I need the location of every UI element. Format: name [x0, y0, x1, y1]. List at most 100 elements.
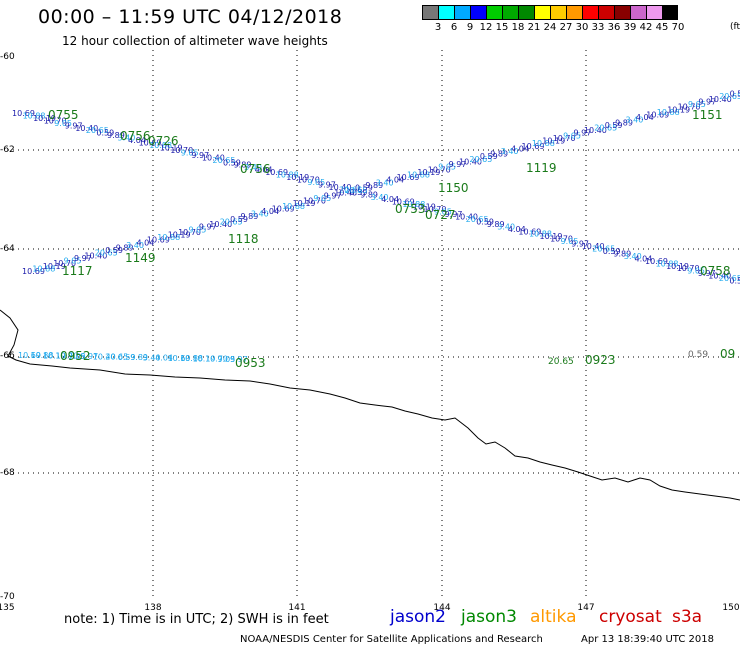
legend-s3a: s3a [672, 607, 703, 627]
color-scale-label: 30 [575, 22, 589, 33]
swh-reading-descending: 9.97 [571, 240, 589, 249]
swh-reading-descending: 9.89 [234, 161, 252, 170]
color-scale-label: 15 [495, 22, 509, 33]
color-scale-swatch [438, 5, 454, 20]
swh-reading-ascending: 10.40 [209, 220, 232, 229]
swh-reading-ascending: 4.04 [261, 207, 279, 216]
swh-reading-ascending: 10.69 [147, 236, 170, 245]
swh-reading-ascending: 10.70 [678, 103, 701, 112]
swh-reading-ascending: 10.88 [407, 171, 430, 180]
color-scale-swatch [630, 5, 646, 20]
swh-reading-descending: 10.19 [666, 262, 689, 271]
legend-jason3: jason3 [461, 607, 517, 627]
swh-reading-descending: 20.65 [466, 215, 489, 224]
swh-reading-label: 0.59 [688, 350, 708, 360]
swh-reading-ascending: 9.89 [490, 150, 508, 159]
swh-reading-ascending: 9.05 [64, 257, 82, 266]
swh-reading-descending: 10.70 [677, 264, 700, 273]
color-scale-swatch [486, 5, 502, 20]
legend-altika: altika [530, 607, 577, 627]
swh-reading-ascending: 10.69 [646, 111, 669, 120]
color-scale-label: 6 [450, 22, 458, 33]
swh-reading-descending: 3.40 [118, 134, 136, 143]
pass-time-label: 0923 [585, 353, 616, 367]
swh-reading-ascending: 10.69 [522, 142, 545, 151]
swh-reading-ascending: 10.40 [84, 251, 107, 260]
color-scale-swatch [550, 5, 566, 20]
swh-reading-ascending: 10.40 [709, 95, 732, 104]
swh-reading-ascending: 3.40 [376, 178, 394, 187]
color-scale-swatch [470, 5, 486, 20]
swh-reading-ascending: 9.97 [199, 223, 217, 232]
swh-reading-coastal: 10.19 [193, 354, 216, 363]
swh-reading-ascending: 10.69 [22, 267, 45, 276]
swh-reading-coastal: 9.89 [130, 353, 148, 362]
color-scale-swatch [518, 5, 534, 20]
swh-reading-descending: 10.70 [550, 235, 573, 244]
swh-reading-ascending: 10.40 [459, 157, 482, 166]
color-scale-swatch [422, 5, 438, 20]
swh-reading-ascending: 0.59 [230, 215, 248, 224]
swh-reading-coastal: 20.65 [105, 353, 128, 362]
swh-reading-ascending: 9.05 [438, 163, 456, 172]
swh-reading-descending: 10.40 [708, 272, 731, 281]
swh-reading-descending: 10.19 [160, 144, 183, 153]
swh-reading-descending: 20.65 [213, 156, 236, 165]
swh-reading-descending: 3.40 [624, 252, 642, 261]
swh-reading-coastal: 9.97 [80, 352, 98, 361]
swh-reading-descending: 10.70 [297, 176, 320, 185]
swh-reading-descending: 9.05 [307, 178, 325, 187]
swh-reading-ascending: 3.40 [251, 210, 269, 219]
lon-label: 135 [0, 603, 15, 613]
swh-reading-descending: 9.05 [54, 119, 72, 128]
color-scale-swatch [534, 5, 550, 20]
pass-time-label: 1119 [526, 161, 557, 175]
color-scale-label: 27 [559, 22, 573, 33]
swh-reading-ascending: 0.59 [355, 184, 373, 193]
pass-time-label: 0756 [120, 129, 151, 143]
swh-reading-coastal: 10.40 [93, 352, 116, 361]
swh-reading-descending: 10.69 [265, 168, 288, 177]
swh-reading-coastal: 9.97 [230, 355, 248, 364]
color-scale-swatch [582, 5, 598, 20]
swh-reading-ascending: 10.19 [168, 231, 191, 240]
swh-reading-descending: 20.65 [86, 126, 109, 135]
grid-lines [8, 50, 740, 600]
swh-reading-descending: 10.69 [645, 257, 668, 266]
swh-reading-descending: 9.89 [613, 249, 631, 258]
swh-reading-ascending: 9.05 [189, 225, 207, 234]
swh-reading-ascending: 10.88 [657, 108, 680, 117]
swh-reading-descending: 10.88 [529, 230, 552, 239]
color-scale-label: 33 [591, 22, 605, 33]
lon-label: 147 [577, 603, 595, 613]
swh-reading-ascending: 9.89 [241, 212, 259, 221]
swh-reading-descending: 20.65 [339, 185, 362, 194]
swh-reading-descending: 3.40 [371, 193, 389, 202]
swh-reading-ascending: 10.70 [428, 165, 451, 174]
swh-reading-ascending: 20.65 [345, 186, 368, 195]
swh-reading-descending: 9.89 [487, 220, 505, 229]
swh-reading-ascending: 0.59 [730, 90, 740, 99]
swh-reading-ascending: 10.19 [542, 137, 565, 146]
swh-reading-coastal: 3.40 [143, 353, 161, 362]
swh-reading-descending: 10.69 [12, 109, 35, 118]
swh-reading-descending: 10.40 [202, 153, 225, 162]
color-scale-swatch [598, 5, 614, 20]
color-scale-swatch [454, 5, 470, 20]
antarctic-coastline [0, 309, 740, 501]
swh-reading-descending: 20.65 [719, 274, 740, 283]
swh-reading-ascending: 9.97 [449, 160, 467, 169]
swh-reading-descending: 4.04 [508, 225, 526, 234]
swh-reading-coastal: 10.69 [168, 354, 191, 363]
lat-label: -64 [0, 244, 15, 254]
swh-reading-descending: 10.88 [656, 259, 679, 268]
pass-time-label: 0755 [48, 108, 79, 122]
swh-reading-ascending: 4.04 [386, 176, 404, 185]
swh-reading-ascending: 9.05 [563, 131, 581, 140]
swh-reading-descending: 10.88 [402, 200, 425, 209]
satellite-tracks: 10.6910.8810.1910.709.059.9710.4020.650.… [12, 90, 740, 370]
swh-reading-ascending: 9.89 [116, 244, 134, 253]
swh-reading-descending: 10.88 [23, 112, 46, 121]
swh-reading-descending: 10.19 [33, 114, 56, 123]
pass-time-label: 0952 [60, 349, 91, 363]
